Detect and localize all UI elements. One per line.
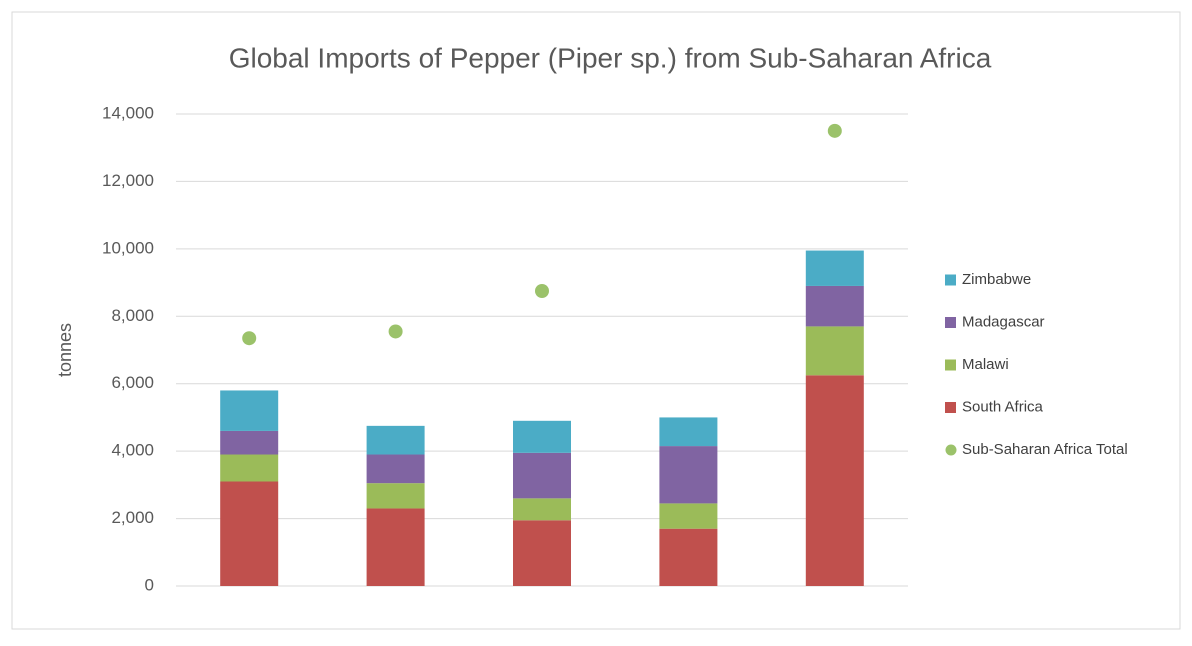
bar-segment	[513, 498, 571, 521]
bar-segment	[805, 375, 864, 586]
bar-segment	[805, 285, 864, 327]
legend-swatch	[945, 274, 956, 286]
legend-label: Malawi	[962, 356, 1009, 373]
bar-segment	[513, 420, 571, 453]
bar-segment	[659, 446, 718, 504]
bar-segment	[659, 503, 718, 529]
bar-segment	[659, 417, 718, 447]
y-tick-label: 2,000	[111, 508, 154, 527]
bar-segment	[220, 430, 279, 455]
chart-title: Global Imports of Pepper (Piper sp.) fro…	[229, 42, 992, 73]
legend-label: Madagascar	[962, 313, 1045, 330]
legend-swatch	[945, 317, 956, 328]
bar-segment	[220, 454, 279, 482]
bar-segment	[366, 425, 425, 455]
legend-label: South Africa	[962, 398, 1044, 415]
total-point	[827, 123, 842, 138]
y-tick-label: 4,000	[111, 441, 154, 460]
legend-swatch	[945, 402, 956, 413]
chart-border	[11, 11, 1181, 630]
legend-swatch	[945, 444, 957, 456]
bar-segment	[220, 481, 279, 586]
y-tick-label: 10,000	[102, 238, 154, 257]
y-tick-label: 8,000	[111, 306, 154, 325]
bar-segment	[805, 250, 864, 286]
bar-segment	[366, 508, 425, 586]
legend-label: Sub-Saharan Africa Total	[962, 441, 1128, 458]
bar-segment	[513, 452, 571, 499]
y-tick-label: 6,000	[111, 373, 154, 392]
bar-segment	[513, 520, 571, 586]
total-point	[242, 331, 257, 346]
bar-segment	[366, 454, 425, 484]
legend-swatch	[945, 359, 956, 371]
total-point	[388, 324, 403, 339]
bar-segment	[805, 326, 864, 376]
legend-label: Zimbabwe	[962, 271, 1031, 288]
bar-segment	[659, 528, 718, 586]
bar-segment	[366, 483, 425, 509]
y-tick-label: 12,000	[102, 171, 154, 190]
total-point	[535, 284, 549, 298]
y-tick-label: 14,000	[102, 103, 154, 122]
y-tick-label: 0	[145, 575, 154, 594]
bar-segment	[220, 390, 279, 431]
y-axis-label: tonnes	[55, 323, 75, 377]
